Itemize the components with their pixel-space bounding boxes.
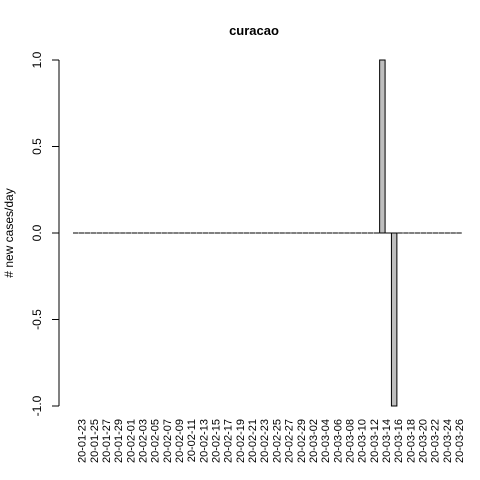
x-tick-label: 20-02-17	[223, 419, 235, 463]
x-tick-label: 20-03-24	[442, 419, 454, 463]
x-tick-label: 20-03-26	[454, 419, 466, 463]
bars	[73, 59, 462, 407]
y-tick-label: -1.0	[30, 395, 44, 416]
x-tick-label: 20-03-12	[369, 419, 381, 463]
x-tick-label: 20-03-02	[308, 419, 320, 463]
x-tick-label: 20-03-18	[405, 419, 417, 463]
x-tick-label: 20-02-29	[296, 419, 308, 463]
x-tick-label: 20-02-23	[259, 419, 271, 463]
x-tick-label: 20-02-25	[271, 419, 283, 463]
x-tick-label: 20-03-04	[320, 419, 332, 463]
x-tick-label: 20-03-16	[393, 419, 405, 463]
y-tick-label: 0.0	[30, 224, 44, 241]
x-tick-label: 20-03-22	[430, 419, 442, 463]
x-tick-label: 20-03-06	[332, 419, 344, 463]
x-tick-label: 20-03-20	[417, 419, 429, 463]
x-tick-label: 20-02-05	[150, 419, 162, 463]
y-tick-label: -0.5	[30, 309, 44, 330]
x-tick-label: 20-01-25	[89, 419, 101, 463]
bar	[379, 59, 386, 234]
x-tick-label: 20-02-19	[235, 419, 247, 463]
x-tick-label: 20-02-03	[137, 419, 149, 463]
x-tick-label: 20-03-14	[381, 419, 393, 463]
x-tick-label: 20-01-23	[77, 419, 89, 463]
x-tick-label: 20-02-13	[198, 419, 210, 463]
x-tick-label: 20-01-29	[113, 419, 125, 463]
x-tick-label: 20-01-27	[101, 419, 113, 463]
x-tick-label: 20-02-09	[174, 419, 186, 463]
y-tick-label: 1.0	[30, 51, 44, 68]
x-tick-label: 20-02-01	[125, 419, 137, 463]
x-tick-label: 20-02-11	[186, 419, 198, 462]
y-tick-label: 0.5	[30, 138, 44, 155]
y-axis-label: # new cases/day	[2, 188, 16, 277]
x-tick-label: 20-03-08	[344, 419, 356, 463]
x-tick-label: 20-02-21	[247, 419, 259, 463]
x-axis: 20-01-23 20-01-25 20-01-27 20-01-29 20-02-01…	[77, 419, 466, 463]
bar	[390, 232, 398, 407]
y-axis: -1.0 -0.5 0.0 0.5 1.0	[30, 51, 60, 416]
x-tick-label: 20-02-15	[211, 419, 223, 463]
x-tick-label: 20-02-07	[162, 419, 174, 463]
x-tick-label: 20-02-27	[284, 419, 296, 463]
chart-title: curacao	[229, 23, 279, 38]
x-tick-label: 20-03-10	[357, 419, 369, 463]
